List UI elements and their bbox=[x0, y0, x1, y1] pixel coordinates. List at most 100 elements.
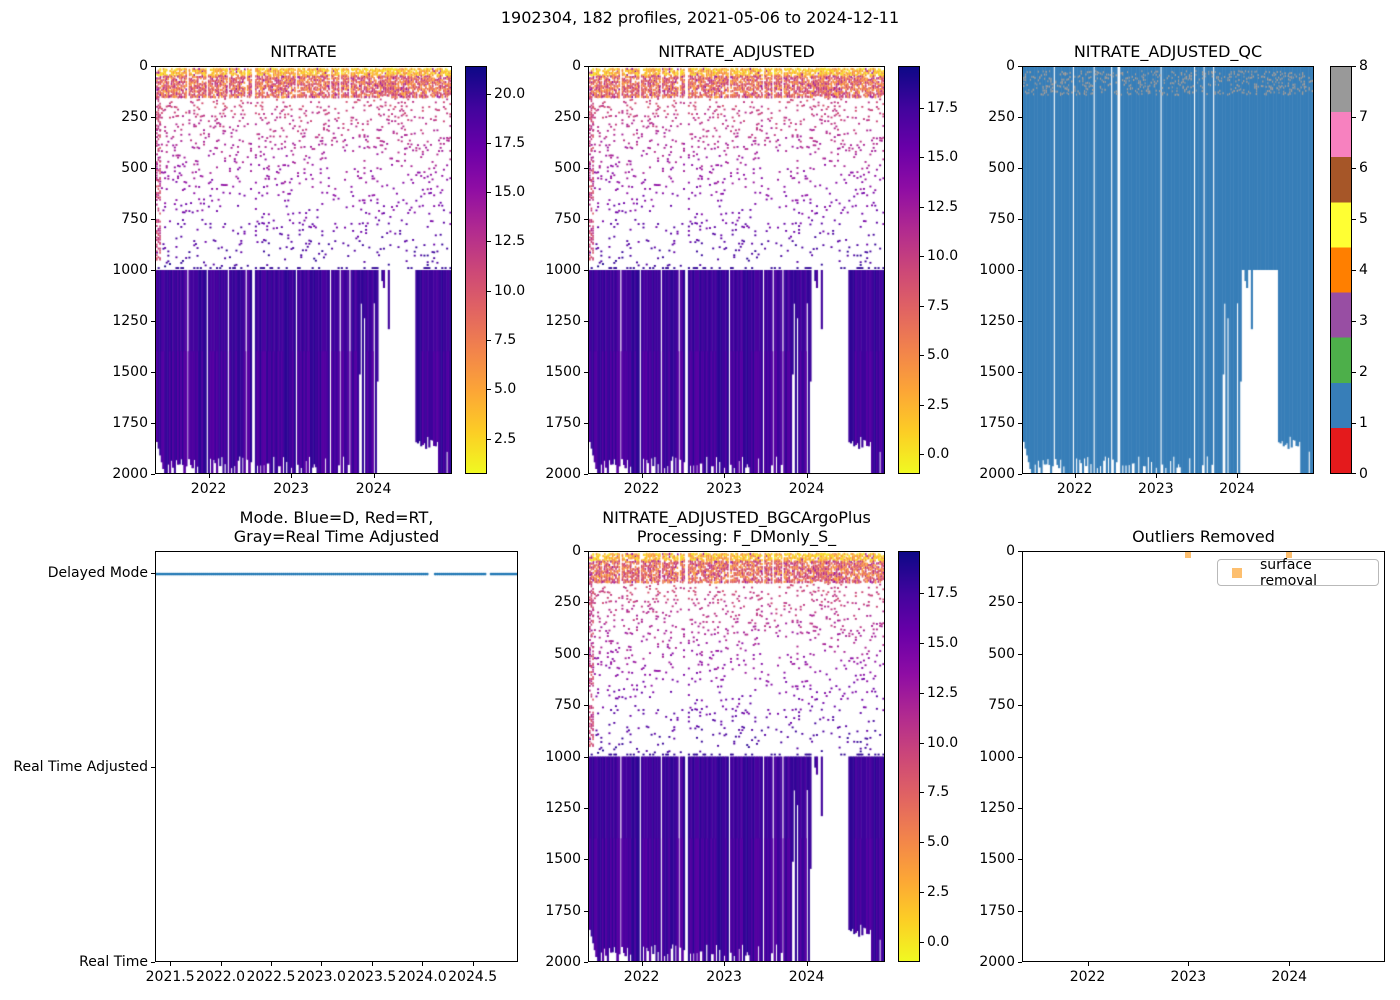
outliers-y-tick-label: 2000 bbox=[979, 954, 1015, 970]
nitrate_adjusted-colorbar-tick-label: 17.5 bbox=[927, 99, 959, 116]
outliers-y-tick-label: 250 bbox=[988, 594, 1015, 611]
mode-y-tick bbox=[151, 573, 155, 575]
nitrate_adjusted-y-tick bbox=[584, 423, 588, 424]
bgc-colorbar-tick bbox=[920, 892, 924, 894]
bgc-colorbar-tick-label: 15.0 bbox=[927, 634, 959, 651]
bgc-colorbar-tick bbox=[920, 742, 924, 744]
nitrate_adjusted-y-tick-label: 500 bbox=[554, 160, 581, 176]
bgc-y-tick-label: 2000 bbox=[545, 954, 581, 970]
mode-x-tick-label: 2021.5 bbox=[145, 969, 195, 985]
nitrate_adjusted-y-tick-label: 750 bbox=[554, 211, 581, 227]
nitrate-colorbar-tick bbox=[487, 192, 491, 194]
nitrate-colorbar bbox=[465, 66, 487, 474]
qc-y-tick bbox=[1018, 66, 1022, 67]
outliers-y-tick-label: 500 bbox=[988, 645, 1015, 662]
nitrate-colorbar-tick-label: 20.0 bbox=[494, 85, 526, 102]
outliers-y-tick bbox=[1018, 962, 1022, 963]
nitrate-y-tick-label: 1500 bbox=[112, 364, 148, 380]
qc-colorbar-tick-label: 0 bbox=[1359, 466, 1368, 482]
bgc-x-tick bbox=[641, 962, 643, 966]
bgc-colorbar-tick bbox=[920, 592, 924, 594]
nitrate_adjusted-x-tick-label: 2024 bbox=[788, 481, 825, 497]
nitrate-y-tick bbox=[151, 117, 155, 118]
bgc-y-tick bbox=[584, 653, 588, 655]
mode-scatter-axes bbox=[155, 551, 518, 962]
outliers-y-tick bbox=[1018, 653, 1022, 655]
bgc-x-tick bbox=[806, 962, 808, 966]
nitrate_adjusted-y-tick bbox=[584, 372, 588, 373]
nitrate-heatmap-canvas bbox=[156, 67, 451, 473]
outliers-y-tick bbox=[1018, 910, 1022, 912]
nitrate_adjusted-y-tick-label: 1000 bbox=[545, 262, 581, 278]
mode-x-tick-label: 2024.5 bbox=[448, 969, 498, 985]
qc-x-tick-label: 2023 bbox=[1138, 481, 1174, 497]
figure-suptitle: 1902304, 182 profiles, 2021-05-06 to 202… bbox=[500, 8, 900, 27]
bgc-y-tick-label: 1000 bbox=[545, 748, 581, 765]
qc-y-tick-label: 250 bbox=[988, 109, 1015, 125]
bgc-y-tick-label: 1250 bbox=[545, 799, 581, 816]
qc-colorbar-tick bbox=[1352, 321, 1356, 322]
mode-x-tick bbox=[170, 962, 172, 966]
outliers-y-tick bbox=[1018, 859, 1022, 861]
surface-removal-swatch-icon bbox=[1232, 567, 1242, 578]
outliers-y-tick-label: 1500 bbox=[979, 851, 1015, 868]
nitrate-colorbar-tick bbox=[487, 142, 491, 144]
nitrate-x-tick-label: 2024 bbox=[355, 481, 392, 497]
outliers-x-tick-label: 2024 bbox=[1271, 969, 1308, 985]
qc-x-tick bbox=[1155, 474, 1157, 478]
nitrate_adjusted-colorbar-tick bbox=[920, 454, 924, 456]
nitrate-colorbar-tick-label: 17.5 bbox=[494, 134, 526, 151]
bgc-heatmap-axes bbox=[588, 551, 885, 962]
bgc-x-tick-label: 2024 bbox=[788, 969, 825, 985]
mode-scatter-canvas bbox=[156, 552, 517, 961]
nitrate_adjusted-colorbar-tick-label: 10.0 bbox=[927, 248, 959, 265]
mode-x-tick bbox=[472, 962, 474, 966]
qc-y-tick bbox=[1018, 372, 1022, 373]
nitrate-heatmap-axes bbox=[155, 66, 452, 474]
qc-colorbar-tick-label: 1 bbox=[1359, 415, 1368, 431]
outliers-x-tick bbox=[1188, 962, 1190, 966]
qc-colorbar-tick-label: 8 bbox=[1359, 58, 1368, 74]
bgc-y-tick-label: 250 bbox=[554, 594, 581, 611]
outliers-y-tick bbox=[1018, 807, 1022, 809]
nitrate_adjusted-y-tick-label: 1250 bbox=[545, 313, 581, 329]
nitrate_adjusted-y-tick bbox=[584, 474, 588, 475]
nitrate_adjusted-y-tick bbox=[584, 219, 588, 220]
bgc-colorbar-tick-label: 0.0 bbox=[927, 934, 950, 951]
nitrate-colorbar-tick-label: 2.5 bbox=[494, 430, 517, 447]
nitrate-colorbar-tick bbox=[487, 93, 491, 95]
nitrate_adjusted-colorbar-tick-label: 15.0 bbox=[927, 149, 959, 166]
outliers-plot-title-line1: Outliers Removed bbox=[1132, 527, 1275, 546]
mode-x-tick-label: 2024.0 bbox=[397, 969, 447, 985]
qc-colorbar-tick bbox=[1352, 372, 1356, 373]
nitrate_adjusted-y-tick bbox=[584, 270, 588, 271]
qc-colorbar-tick-label: 3 bbox=[1359, 313, 1368, 329]
qc-y-tick bbox=[1018, 321, 1022, 322]
mode-y-tick-label: Real Time Adjusted bbox=[13, 759, 148, 776]
qc-y-tick-label: 750 bbox=[988, 211, 1015, 227]
bgc-colorbar-tick bbox=[920, 792, 924, 794]
bgc-colorbar-tick-label: 10.0 bbox=[927, 734, 959, 751]
nitrate_adjusted-x-tick-label: 2022 bbox=[623, 481, 660, 497]
bgc-plot-title-line2: Processing: F_DMonly_S_ bbox=[636, 527, 837, 546]
mode-x-tick bbox=[220, 962, 222, 966]
nitrate_adjusted-x-tick-label: 2023 bbox=[706, 481, 742, 497]
qc-y-tick-label: 1000 bbox=[979, 262, 1015, 278]
nitrate-y-tick-label: 0 bbox=[139, 58, 148, 74]
qc-x-tick-label: 2022 bbox=[1056, 481, 1093, 497]
nitrate-colorbar-tick bbox=[487, 389, 491, 391]
nitrate_adjusted-colorbar-tick-label: 5.0 bbox=[927, 347, 950, 364]
nitrate_adjusted-y-tick-label: 1750 bbox=[545, 415, 581, 431]
bgc-colorbar-tick-label: 12.5 bbox=[927, 684, 959, 701]
nitrate-colorbar-tick-label: 10.0 bbox=[494, 282, 526, 299]
qc-y-tick bbox=[1018, 474, 1022, 475]
qc-colorbar-tick bbox=[1352, 168, 1356, 169]
mode-x-tick bbox=[270, 962, 272, 966]
nitrate-y-tick bbox=[151, 372, 155, 373]
nitrate_adjusted-colorbar-tick bbox=[920, 404, 924, 406]
nitrate_adjusted-colorbar-tick-label: 0.0 bbox=[927, 446, 950, 463]
bgc-y-tick bbox=[584, 756, 588, 758]
bgc-y-tick bbox=[584, 602, 588, 604]
bgc-colorbar-tick-label: 17.5 bbox=[927, 584, 959, 601]
qc-y-tick-label: 1250 bbox=[979, 313, 1015, 329]
